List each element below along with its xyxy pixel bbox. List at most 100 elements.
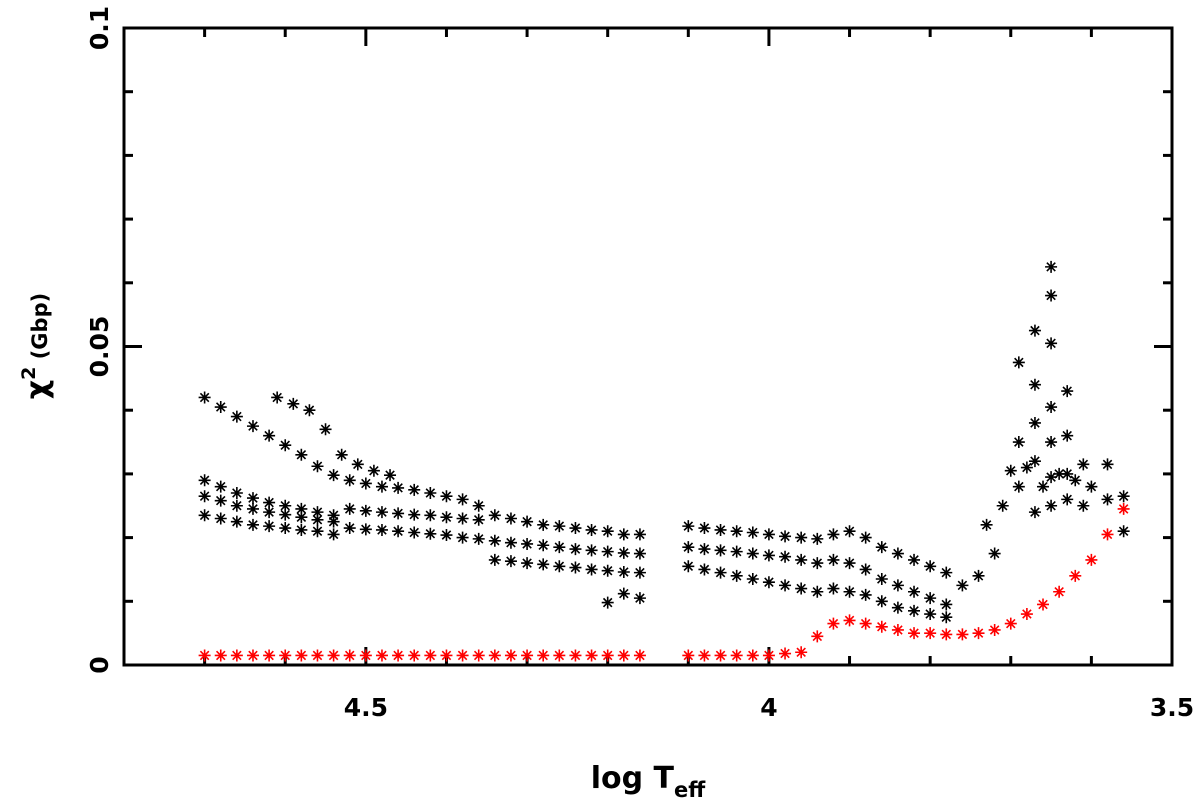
data-point bbox=[682, 520, 695, 533]
data-point bbox=[1028, 506, 1041, 519]
data-point bbox=[537, 649, 550, 662]
data-point bbox=[327, 509, 340, 522]
data-point bbox=[271, 391, 284, 404]
data-point bbox=[230, 410, 243, 423]
data-point bbox=[924, 608, 937, 621]
data-point bbox=[924, 592, 937, 605]
data-point bbox=[988, 623, 1001, 636]
data-point bbox=[585, 523, 598, 536]
data-point bbox=[198, 490, 211, 503]
data-point bbox=[908, 553, 921, 566]
y-tick-label: 0.05 bbox=[85, 316, 114, 378]
data-point bbox=[246, 518, 259, 531]
data-point bbox=[279, 522, 292, 535]
data-point bbox=[779, 550, 792, 563]
data-point bbox=[698, 543, 711, 556]
data-point bbox=[424, 527, 437, 540]
data-point bbox=[319, 423, 332, 436]
data-point bbox=[843, 525, 856, 538]
data-point bbox=[311, 649, 324, 662]
data-point bbox=[295, 502, 308, 515]
data-point bbox=[980, 518, 993, 531]
data-point bbox=[246, 492, 259, 505]
data-point bbox=[1004, 617, 1017, 630]
data-point bbox=[811, 585, 824, 598]
data-point bbox=[859, 588, 872, 601]
data-point bbox=[384, 469, 397, 482]
axis-ticks bbox=[124, 26, 1174, 667]
data-point bbox=[1012, 356, 1025, 369]
data-point bbox=[1077, 499, 1090, 512]
data-point bbox=[198, 474, 211, 487]
data-point bbox=[875, 595, 888, 608]
data-point bbox=[730, 545, 743, 558]
data-point bbox=[1101, 458, 1114, 471]
data-point bbox=[1045, 436, 1058, 449]
data-point bbox=[682, 541, 695, 554]
data-point bbox=[1028, 416, 1041, 429]
data-point bbox=[698, 563, 711, 576]
data-point bbox=[1045, 499, 1058, 512]
data-point bbox=[1101, 528, 1114, 541]
data-point bbox=[601, 596, 614, 609]
data-point bbox=[440, 490, 453, 503]
data-point bbox=[1028, 455, 1041, 468]
data-point bbox=[214, 512, 227, 525]
data-point bbox=[504, 512, 517, 525]
data-point bbox=[569, 522, 582, 535]
data-point bbox=[327, 515, 340, 528]
data-point bbox=[827, 528, 840, 541]
data-point bbox=[1012, 480, 1025, 493]
data-point bbox=[1045, 471, 1058, 484]
data-point bbox=[230, 487, 243, 500]
data-point bbox=[585, 563, 598, 576]
data-point bbox=[714, 544, 727, 557]
data-point bbox=[1028, 324, 1041, 337]
data-point bbox=[617, 565, 630, 578]
data-point bbox=[601, 525, 614, 538]
data-point bbox=[1061, 493, 1074, 506]
data-point bbox=[367, 464, 380, 477]
data-point bbox=[537, 558, 550, 571]
data-point bbox=[843, 614, 856, 627]
data-point bbox=[456, 512, 469, 525]
data-point bbox=[424, 649, 437, 662]
y-axis-title-symbol: χ bbox=[20, 380, 55, 399]
data-point bbox=[1069, 569, 1082, 582]
data-point bbox=[762, 649, 775, 662]
data-point bbox=[779, 647, 792, 660]
data-point bbox=[295, 448, 308, 461]
data-point bbox=[746, 573, 759, 586]
data-point bbox=[891, 623, 904, 636]
data-point bbox=[908, 627, 921, 640]
data-point bbox=[908, 604, 921, 617]
y-axis-title-rest: (Gbp) bbox=[28, 293, 52, 367]
data-point bbox=[408, 526, 421, 539]
data-point bbox=[1053, 467, 1066, 480]
data-point bbox=[988, 547, 1001, 560]
data-point bbox=[359, 649, 372, 662]
data-point bbox=[1045, 289, 1058, 302]
data-point bbox=[504, 649, 517, 662]
data-point bbox=[1045, 401, 1058, 414]
data-point bbox=[214, 494, 227, 507]
data-point bbox=[553, 560, 566, 573]
data-point bbox=[1117, 490, 1130, 503]
data-point bbox=[488, 534, 501, 547]
data-point bbox=[488, 509, 501, 522]
data-point bbox=[940, 598, 953, 611]
data-point bbox=[392, 481, 405, 494]
data-point bbox=[972, 627, 985, 640]
data-point bbox=[246, 420, 259, 433]
data-point bbox=[408, 483, 421, 496]
data-point bbox=[295, 511, 308, 524]
data-point bbox=[1061, 467, 1074, 480]
data-point bbox=[601, 564, 614, 577]
data-point bbox=[327, 528, 340, 541]
data-point bbox=[601, 649, 614, 662]
y-axis-title-superscript: 2 bbox=[18, 367, 40, 380]
data-point bbox=[327, 469, 340, 482]
data-point bbox=[859, 531, 872, 544]
data-point bbox=[1037, 598, 1050, 611]
data-point bbox=[908, 585, 921, 598]
